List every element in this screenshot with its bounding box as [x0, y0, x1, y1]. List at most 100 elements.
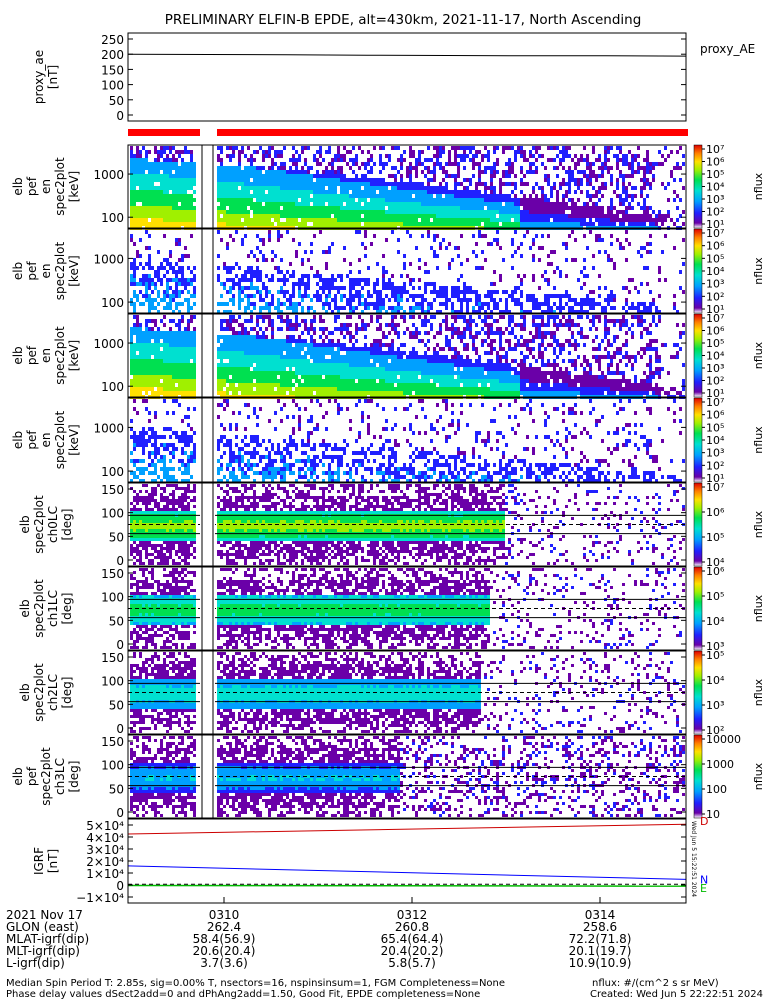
- y-axis-label: elb: [18, 515, 32, 533]
- panel-pa3: 150 100 50 0 elb pef spec2plot ch3LC [deg] 10000 1…: [11, 733, 765, 821]
- ephem-value: 20.6(20.4): [193, 944, 256, 958]
- colorbar-tick-label: 10⁵: [706, 421, 724, 434]
- y-axis-label: elb: [18, 683, 32, 701]
- colorbar-tick-label: 10¹: [706, 303, 724, 316]
- panel-frame: [127, 818, 687, 904]
- y-tick-label: 200: [101, 48, 124, 62]
- chart-title: PRELIMINARY ELFIN-B EPDE, alt=430km, 202…: [165, 12, 642, 28]
- y-axis-label: [keV]: [67, 424, 81, 455]
- y-tick-label: 100: [101, 211, 124, 225]
- colorbar-tick-label: 10⁷: [706, 481, 724, 494]
- y-tick-label: 4×10⁴: [86, 831, 124, 845]
- ephem-row-label: GLON (east): [6, 920, 79, 934]
- colorbar: [693, 397, 703, 483]
- y-tick-label: −1×10⁴: [76, 891, 124, 905]
- colorbar-tick-label: 10⁷: [706, 143, 724, 156]
- footer-line-2: Phase delay values dSect2add=0 and dPhAn…: [6, 989, 481, 1000]
- y-axis-label: elb: [11, 177, 25, 195]
- ephem-value: 20.4(20.2): [381, 944, 444, 958]
- y-axis-label: pef: [25, 430, 39, 450]
- y-tick-label: 50: [109, 782, 124, 796]
- y-axis-label: elb: [11, 262, 25, 280]
- colorbar-tick-label: 10000: [706, 733, 741, 746]
- proxy-ae-line: [127, 53, 687, 57]
- colorbar-label: nflux: [752, 510, 765, 538]
- x-tick-label: 0314: [585, 908, 616, 922]
- ephem-value: 262.4: [207, 920, 241, 934]
- colorbar-tick-label: 10³: [706, 362, 724, 375]
- y-axis-label: en: [39, 433, 53, 448]
- data-gap: [200, 567, 215, 650]
- colorbar-tick-label: 10: [706, 808, 720, 821]
- y-tick-label: 100: [101, 675, 124, 689]
- data-gap: [200, 483, 215, 566]
- panel-frame: [127, 228, 687, 314]
- y-tick-label: 100: [101, 465, 124, 479]
- y-tick-label: 150: [101, 63, 124, 77]
- y-tick-label: 1000: [93, 168, 124, 182]
- igrf-e-line: [127, 884, 687, 887]
- coverage-bar-right: [217, 129, 688, 136]
- colorbar-tick-label: 10¹: [706, 218, 724, 231]
- ephem-value: 72.2(71.8): [569, 932, 632, 946]
- igrf-d-line: [127, 823, 687, 835]
- y-axis-label: spec2plot: [53, 410, 67, 469]
- colorbar-tick-label: 10⁵: [706, 337, 724, 350]
- proxy-ae-legend: proxy_AE: [700, 42, 755, 56]
- colorbar: [693, 313, 703, 398]
- colorbar-tick-label: 10³: [706, 278, 724, 291]
- colorbar-tick-label: 10⁴: [706, 556, 725, 569]
- colorbar-tick-label: 10²: [706, 206, 724, 219]
- y-axis-label: [nT]: [46, 65, 60, 89]
- y-axis-label: pef: [25, 176, 39, 196]
- panel-frame: [127, 734, 687, 819]
- spectrogram-cells: [130, 399, 685, 483]
- vertical-timestamp: Wed Jun 5 15:22:51 2024: [690, 821, 697, 897]
- y-axis-label: pef: [25, 766, 39, 786]
- panel-frame: [127, 397, 687, 483]
- spectrogram-cells: [130, 230, 685, 314]
- y-axis-label: [deg]: [67, 761, 81, 793]
- colorbar-tick-label: 10⁴: [706, 674, 725, 687]
- y-tick-label: 100: [101, 591, 124, 605]
- coverage-bar-left: [128, 129, 200, 136]
- panel-frame: [127, 313, 687, 398]
- panel-frame: [127, 482, 687, 567]
- y-tick-label: 1000: [93, 337, 124, 351]
- colorbar-tick-label: 10⁵: [706, 168, 724, 181]
- y-tick-label: 3×10⁴: [86, 843, 124, 857]
- y-axis-label: [nT]: [46, 849, 60, 873]
- colorbar-tick-label: 10³: [706, 193, 724, 206]
- y-axis-label: elb: [11, 767, 25, 785]
- y-axis-label: [keV]: [67, 340, 81, 371]
- igrf-e-label: E: [700, 882, 707, 895]
- data-gap: [200, 398, 215, 482]
- y-tick-label: 1000: [93, 252, 124, 266]
- y-tick-label: 100: [101, 759, 124, 773]
- data-gap: [200, 651, 215, 734]
- y-tick-label: 150: [101, 735, 124, 749]
- y-tick-label: 100: [101, 296, 124, 310]
- colorbar-tick-label: 10⁵: [706, 252, 724, 265]
- y-axis-label: ch3LC: [53, 758, 67, 795]
- panel-frame: [127, 650, 687, 735]
- y-tick-label: 0: [116, 638, 124, 652]
- colorbar-tick-label: 10⁶: [706, 506, 725, 519]
- y-tick-label: 0: [116, 722, 124, 736]
- ephem-value: 3.7(3.6): [200, 956, 248, 970]
- colorbar-tick-label: 10⁶: [706, 156, 725, 169]
- colorbar-label: nflux: [752, 172, 765, 200]
- colorbar-tick-label: 10⁴: [706, 615, 725, 628]
- colorbar: [693, 144, 703, 229]
- colorbar-tick-label: 10³: [706, 699, 724, 712]
- colorbar: [693, 650, 703, 735]
- y-axis-label: ch2LC: [46, 674, 60, 711]
- ephem-row-label: MLT-igrf(dip): [6, 944, 80, 958]
- igrf-n-label: N: [700, 873, 708, 886]
- colorbar-tick-label: 10⁴: [706, 434, 725, 447]
- y-tick-label: 50: [109, 614, 124, 628]
- y-axis-label: ch0LC: [46, 506, 60, 543]
